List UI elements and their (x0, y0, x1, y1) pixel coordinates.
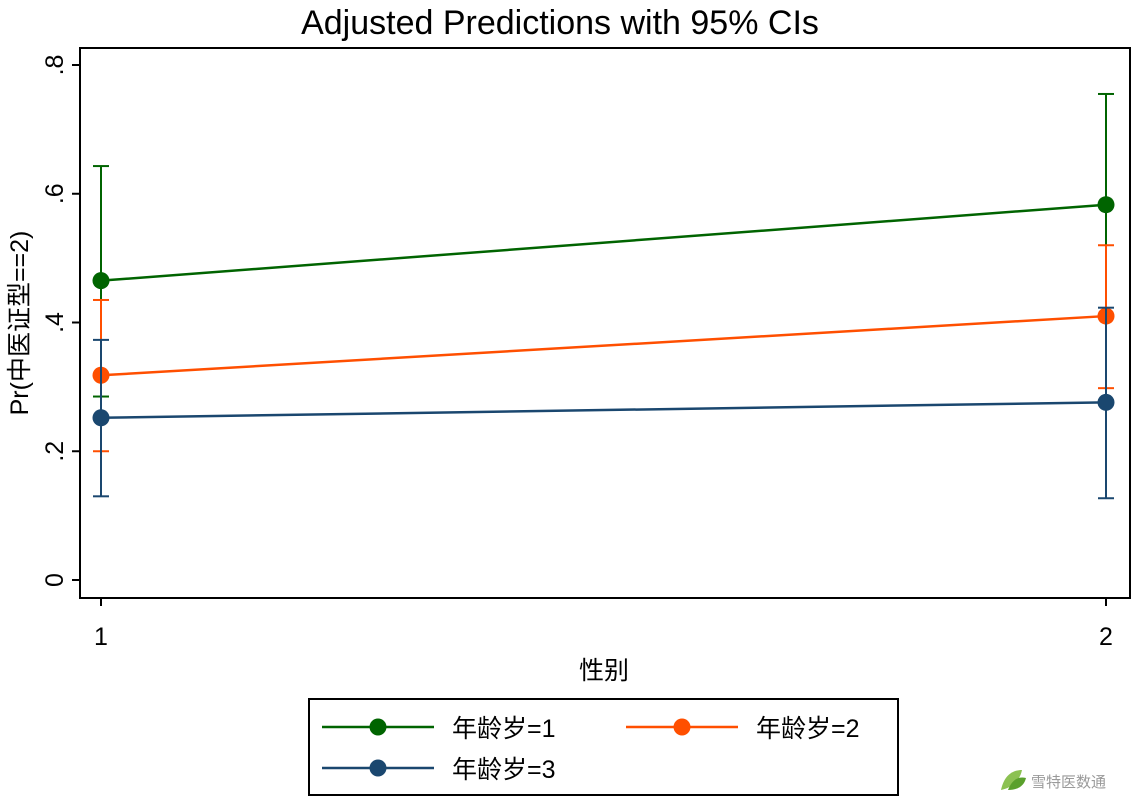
y-tick-label: .4 (41, 312, 69, 333)
legend-swatch-marker (369, 759, 387, 777)
legend-item: 年龄岁=1 (322, 715, 556, 743)
data-point (92, 409, 110, 427)
series-layer (92, 92, 1115, 500)
x-axis-label: 性别 (579, 657, 629, 685)
data-point (92, 272, 110, 290)
legend-swatch-marker (673, 718, 691, 736)
legend-label: 年龄岁=2 (756, 715, 860, 743)
legend-label: 年龄岁=3 (452, 756, 556, 784)
legend-box (308, 698, 899, 796)
series-2 (92, 244, 1115, 453)
series-line (100, 401, 1107, 420)
y-tick-label: .8 (41, 55, 69, 76)
x-tick-label: 1 (94, 623, 108, 651)
series-line (100, 203, 1107, 282)
legend-swatch-marker (369, 718, 387, 736)
data-point (1097, 393, 1115, 411)
leaf-logo-icon (1001, 770, 1026, 790)
y-tick-label: .6 (41, 183, 69, 204)
data-point (1097, 196, 1115, 214)
series-3 (92, 306, 1115, 500)
legend: 年龄岁=1 年龄岁=2 年龄岁=3 (308, 698, 899, 796)
y-tick-label: .2 (41, 441, 69, 462)
watermark: 雪特医数通 (1001, 770, 1106, 791)
series-1 (92, 92, 1115, 398)
y-axis: 0 .2 .4 .6 .8 (41, 55, 80, 587)
chart-title: Adjusted Predictions with 95% CIs (301, 4, 819, 42)
x-tick-label: 2 (1099, 623, 1113, 651)
watermark-text: 雪特医数通 (1031, 773, 1106, 791)
y-axis-label: Pr(中医证型==2) (6, 231, 34, 416)
legend-item: 年龄岁=2 (626, 715, 860, 743)
series-line (100, 314, 1107, 377)
legend-label: 年龄岁=1 (452, 715, 556, 743)
y-tick-label: 0 (41, 573, 69, 587)
legend-item: 年龄岁=3 (322, 756, 556, 784)
